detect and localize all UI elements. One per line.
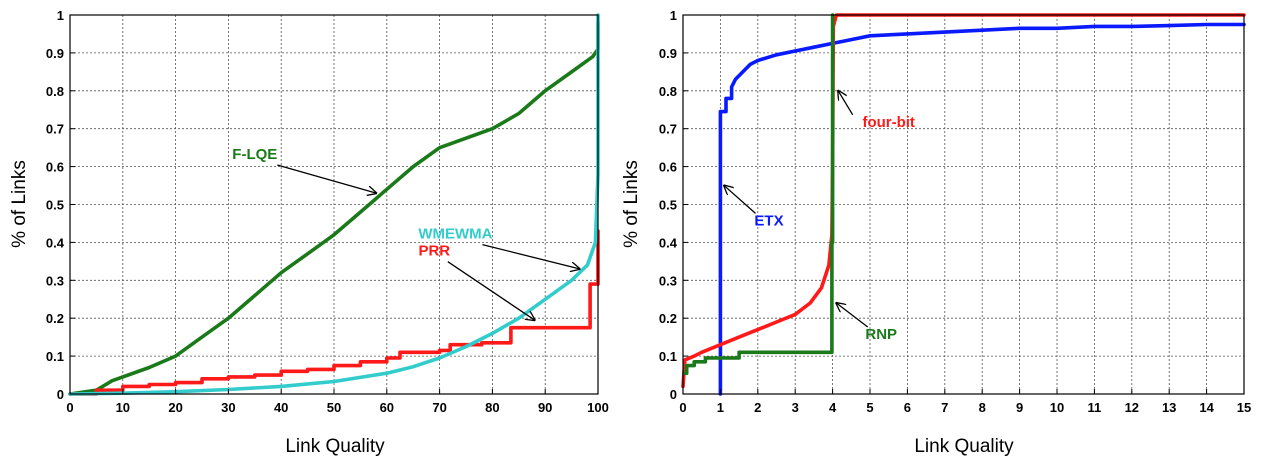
right-cdf-plot: Link Quality % of Links 0 1 2 3 4 5 6 7 8 9 10 11 12… bbox=[621, 8, 1251, 457]
right-x-axis-title: Link Quality bbox=[914, 436, 1014, 457]
left-annotation-f-lqe: F-LQE bbox=[232, 146, 277, 163]
left-x-tick-label: 70 bbox=[432, 400, 446, 415]
left-y-tick-label: 1 bbox=[57, 8, 64, 23]
right-x-tick-label: 10 bbox=[1050, 400, 1064, 415]
left-x-tick-label: 20 bbox=[168, 400, 182, 415]
right-x-tick-label: 3 bbox=[792, 400, 799, 415]
right-x-tick-label: 9 bbox=[1016, 400, 1023, 415]
left-series-f-lqe-line bbox=[68, 20, 600, 396]
right-y-tick-label: 0 bbox=[670, 387, 677, 402]
right-y-axis-title: % of Links bbox=[621, 160, 642, 248]
left-series-prr-line bbox=[68, 229, 600, 396]
right-annotation-arrow bbox=[836, 303, 869, 328]
right-series-etx-line bbox=[718, 22, 1246, 396]
left-cdf-plot: Link Quality % of Links 0 10 20 30 40 50 60 70 8… bbox=[9, 8, 609, 457]
right-y-tick-label: 0.4 bbox=[659, 235, 678, 250]
left-x-axis-title: Link Quality bbox=[285, 436, 385, 457]
right-x-tick-label: 0 bbox=[679, 400, 686, 415]
right-annotation-rnp: RNP bbox=[865, 326, 897, 343]
left-series-wmewma-line bbox=[68, 13, 600, 396]
left-annotation-wmewma: WMEWMA bbox=[418, 226, 492, 243]
right-y-tick-label: 0.8 bbox=[659, 84, 677, 99]
right-x-tick-label: 15 bbox=[1237, 400, 1251, 415]
left-y-tick-label: 0.1 bbox=[46, 349, 64, 364]
right-x-tick-label: 13 bbox=[1162, 400, 1176, 415]
right-x-tick-label: 1 bbox=[717, 400, 724, 415]
right-y-tick-label: 0.5 bbox=[659, 198, 677, 213]
left-x-tick-label: 80 bbox=[485, 400, 499, 415]
left-x-tick-label: 60 bbox=[380, 400, 394, 415]
left-y-tick-label: 0.6 bbox=[46, 160, 64, 175]
right-annotation-arrow bbox=[838, 91, 854, 116]
left-x-tick-label: 90 bbox=[538, 400, 552, 415]
right-y-tick-label: 0.6 bbox=[659, 160, 677, 175]
left-y-tick-label: 0.2 bbox=[46, 311, 64, 326]
left-y-axis-title: % of Links bbox=[9, 160, 30, 248]
right-x-tick-label: 14 bbox=[1199, 400, 1214, 415]
left-y-tick-label: 0.9 bbox=[46, 46, 64, 61]
right-x-tick-label: 12 bbox=[1125, 400, 1139, 415]
left-x-tick-label: 30 bbox=[221, 400, 235, 415]
left-annotation-prr: PRR bbox=[418, 243, 450, 260]
right-y-tick-label: 0.2 bbox=[659, 311, 677, 326]
left-y-tick-label: 0.8 bbox=[46, 84, 64, 99]
right-y-tick-label: 0.9 bbox=[659, 46, 677, 61]
left-x-tick-label: 0 bbox=[66, 400, 73, 415]
left-annotation-arrow bbox=[277, 164, 376, 193]
right-series-rnp-line bbox=[683, 13, 835, 375]
right-y-tick-label: 1 bbox=[670, 8, 677, 23]
right-y-tick-label: 0.1 bbox=[659, 349, 677, 364]
left-y-tick-label: 0.5 bbox=[46, 198, 64, 213]
right-x-tick-label: 2 bbox=[754, 400, 761, 415]
left-y-tick-label: 0.3 bbox=[46, 273, 64, 288]
right-x-tick-label: 4 bbox=[829, 400, 837, 415]
left-annotation-arrow bbox=[447, 261, 535, 320]
right-x-tick-label: 11 bbox=[1088, 400, 1102, 415]
left-x-tick-label: 50 bbox=[327, 400, 341, 415]
left-y-tick-label: 0.7 bbox=[46, 122, 64, 137]
right-x-tick-label: 5 bbox=[866, 400, 873, 415]
right-annotation-four-bit: four-bit bbox=[862, 114, 914, 131]
left-y-tick-label: 0 bbox=[57, 387, 64, 402]
right-y-tick-label: 0.3 bbox=[659, 273, 677, 288]
right-x-tick-label: 8 bbox=[979, 400, 986, 415]
left-y-tick-label: 0.4 bbox=[46, 235, 65, 250]
left-x-tick-label: 100 bbox=[587, 400, 609, 415]
left-x-tick-label: 40 bbox=[274, 400, 288, 415]
left-annotation-arrow bbox=[482, 243, 579, 269]
right-y-tick-label: 0.7 bbox=[659, 122, 677, 137]
right-x-tick-label: 7 bbox=[941, 400, 948, 415]
right-annotation-arrow bbox=[724, 186, 756, 214]
right-annotation-etx: ETX bbox=[754, 212, 783, 229]
right-x-tick-label: 6 bbox=[904, 400, 911, 415]
left-x-tick-label: 10 bbox=[116, 400, 130, 415]
